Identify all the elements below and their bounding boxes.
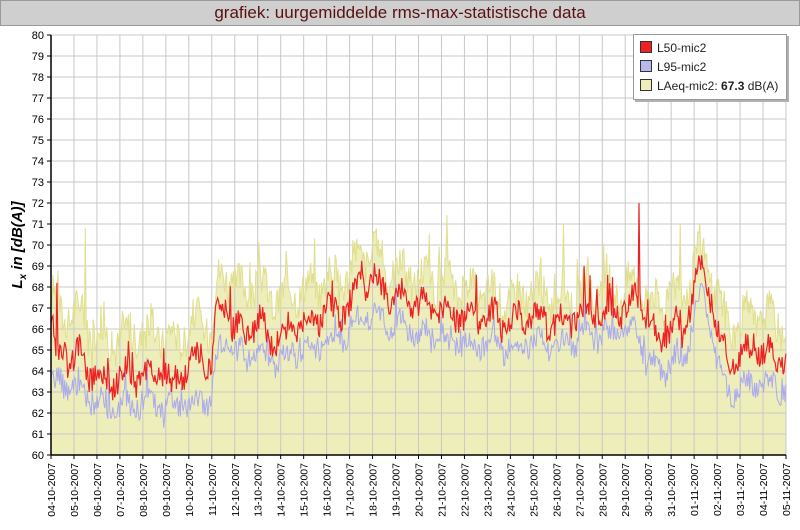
- chart-title: grafiek: uurgemiddelde rms-max-statistis…: [0, 0, 800, 26]
- y-tick-label: 66: [32, 324, 44, 336]
- series-line-l50: [50, 202, 787, 401]
- x-tick-label: 28-10-2007: [597, 463, 609, 517]
- y-tick-label: 72: [32, 198, 44, 210]
- y-tick-label: 68: [32, 282, 44, 294]
- chart-legend: L50-mic2 L95-mic2 LAeq-mic2: 67.3 dB(A): [633, 34, 787, 100]
- x-tick-label: 25-10-2007: [528, 463, 540, 517]
- x-tick-label: 08-10-2007: [138, 463, 150, 517]
- x-tick-label: 31-10-2007: [666, 463, 678, 517]
- y-tick-label: 60: [32, 450, 44, 462]
- x-tick-label: 19-10-2007: [391, 463, 403, 517]
- y-tick-label: 73: [32, 177, 44, 189]
- y-tick-label: 75: [32, 135, 44, 147]
- y-tick-label: 78: [32, 72, 44, 84]
- legend-value-laeq: 67.3: [721, 79, 745, 93]
- y-tick-label: 61: [32, 429, 44, 441]
- x-tick-label: 29-10-2007: [620, 463, 632, 517]
- y-axis-label: Lx in [dB(A)]: [9, 200, 29, 288]
- x-tick-label: 10-10-2007: [184, 463, 196, 517]
- y-tick-label: 63: [32, 387, 44, 399]
- x-tick-label: 02-11-2007: [712, 463, 724, 516]
- x-tick-label: 21-10-2007: [436, 463, 448, 517]
- series-line-l95: [50, 283, 787, 428]
- legend-item-laeq[interactable]: LAeq-mic2: 67.3 dB(A): [640, 78, 778, 94]
- y-tick-label: 65: [32, 345, 44, 357]
- x-tick-label: 12-10-2007: [230, 463, 242, 517]
- legend-swatch-laeq: [640, 79, 652, 91]
- x-tick-label: 06-10-2007: [92, 463, 104, 517]
- x-tick-label: 24-10-2007: [505, 463, 517, 517]
- legend-unit-laeq: dB(A): [744, 79, 779, 93]
- x-tick-label: 16-10-2007: [322, 463, 334, 517]
- x-tick-label: 20-10-2007: [414, 463, 426, 517]
- x-tick-label: 01-11-2007: [689, 463, 701, 516]
- x-tick-label: 04-11-2007: [758, 463, 770, 516]
- y-tick-label: 76: [32, 114, 44, 126]
- legend-item-l50[interactable]: L50-mic2: [640, 40, 706, 56]
- x-tick-label: 27-10-2007: [574, 463, 586, 517]
- x-tick-label: 23-10-2007: [482, 463, 494, 517]
- y-tick-label: 70: [32, 240, 44, 252]
- y-tick-label: 80: [32, 30, 44, 42]
- y-tick-label: 74: [32, 156, 44, 168]
- x-tick-label: 05-11-2007: [781, 463, 793, 516]
- x-tick-label: 07-10-2007: [115, 463, 127, 517]
- x-tick-label: 09-10-2007: [161, 463, 173, 517]
- x-tick-label: 15-10-2007: [299, 463, 311, 517]
- y-tick-label: 77: [32, 93, 44, 105]
- y-tick-label: 69: [32, 261, 44, 273]
- series-line-laeq: [50, 215, 787, 371]
- x-tick-label: 30-10-2007: [643, 463, 655, 517]
- x-tick-label: 04-10-2007: [46, 463, 58, 517]
- legend-label-laeq: LAeq-mic2: [657, 79, 715, 93]
- y-tick-label: 62: [32, 408, 44, 420]
- x-tick-label: 26-10-2007: [551, 463, 563, 517]
- x-tick-label: 14-10-2007: [276, 463, 288, 517]
- x-tick-label: 03-11-2007: [735, 463, 747, 516]
- y-tick-label: 79: [32, 51, 44, 63]
- legend-label-l50: L50-mic2: [657, 41, 707, 55]
- y-tick-label: 67: [32, 303, 44, 315]
- x-tick-label: 13-10-2007: [253, 463, 265, 517]
- y-tick-label: 71: [32, 219, 44, 231]
- x-tick-label: 22-10-2007: [459, 463, 471, 517]
- legend-swatch-l95: [640, 60, 652, 72]
- legend-swatch-l50: [640, 41, 652, 53]
- x-tick-label: 17-10-2007: [345, 463, 357, 517]
- x-tick-label: 11-10-2007: [207, 463, 219, 516]
- legend-label-l95: L95-mic2: [657, 60, 707, 74]
- x-tick-label: 05-10-2007: [69, 463, 81, 517]
- y-tick-label: 64: [32, 366, 44, 378]
- x-tick-label: 18-10-2007: [368, 463, 380, 517]
- legend-item-l95[interactable]: L95-mic2: [640, 59, 706, 75]
